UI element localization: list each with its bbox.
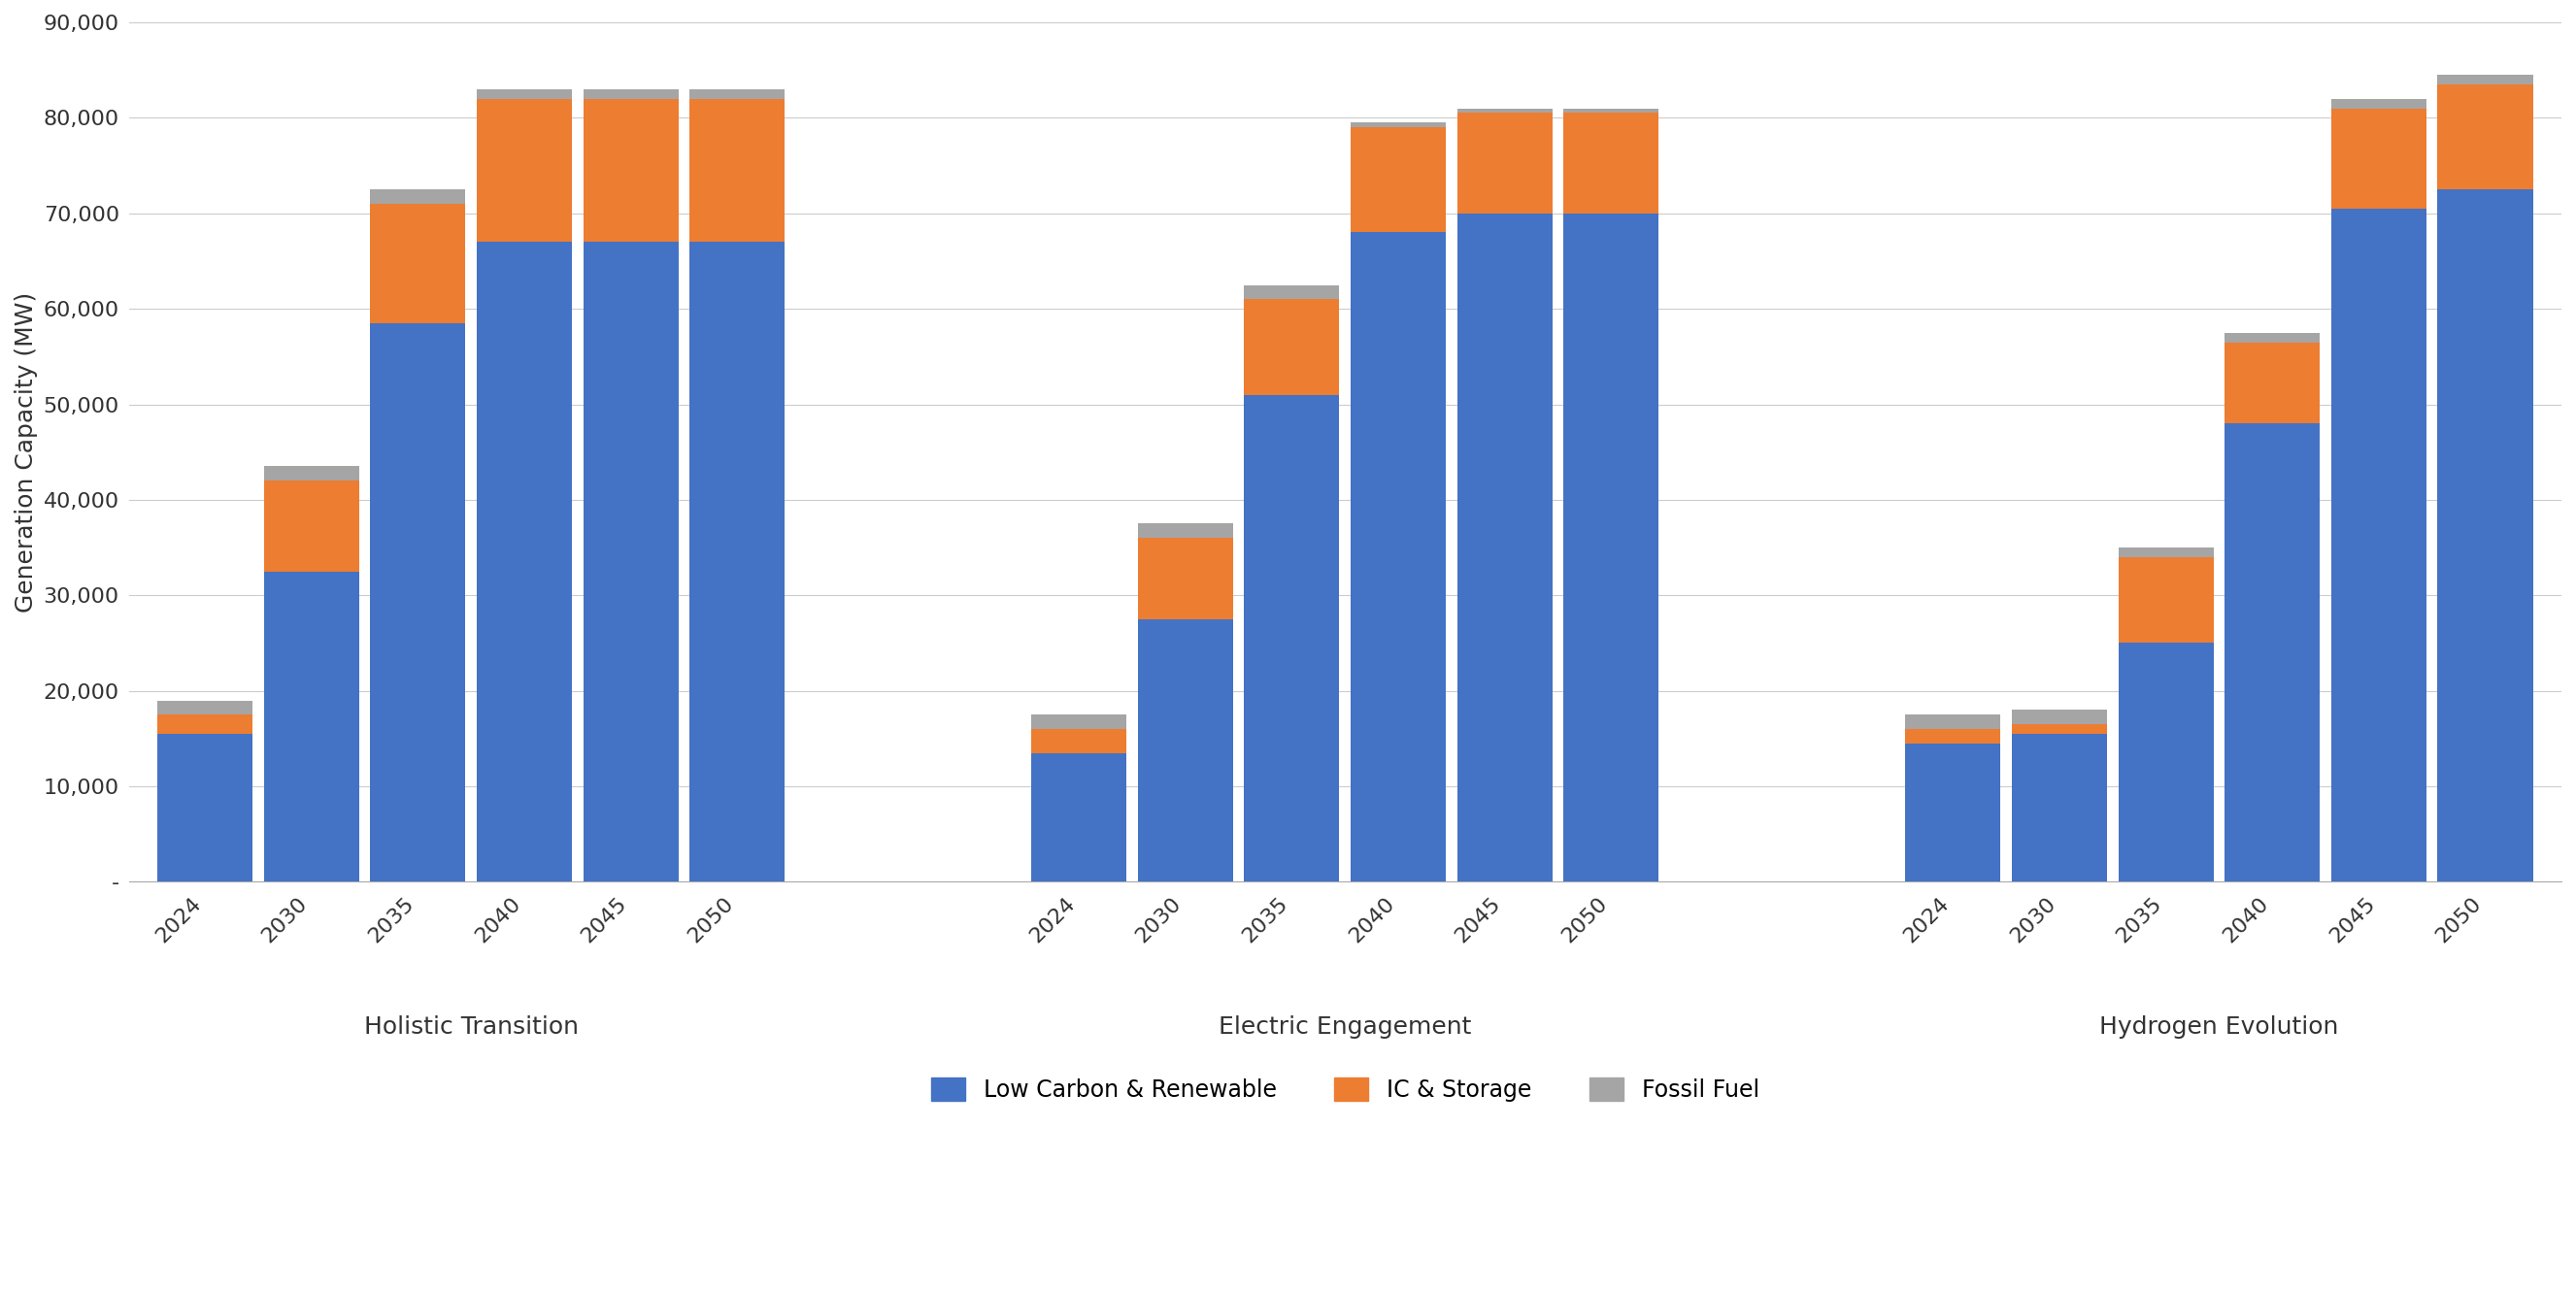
Bar: [1139, 538, 1234, 619]
Text: Holistic Transition: Holistic Transition: [363, 1015, 577, 1038]
Bar: [157, 715, 252, 734]
Bar: [157, 701, 252, 715]
Bar: [1458, 109, 1553, 112]
Bar: [1458, 112, 1553, 213]
Bar: [2012, 734, 2107, 882]
Bar: [157, 734, 252, 882]
Bar: [263, 572, 358, 882]
Bar: [263, 467, 358, 481]
Bar: [1564, 109, 1659, 112]
Bar: [1906, 715, 2002, 729]
Bar: [2437, 84, 2532, 190]
Bar: [2226, 423, 2321, 882]
Bar: [2117, 643, 2213, 882]
Bar: [1244, 394, 1340, 882]
Bar: [1906, 743, 2002, 882]
Bar: [690, 98, 786, 242]
Bar: [1139, 524, 1234, 538]
Bar: [582, 98, 677, 242]
Bar: [582, 242, 677, 882]
Bar: [690, 89, 786, 98]
Bar: [1458, 213, 1553, 882]
Y-axis label: Generation Capacity (MW): Generation Capacity (MW): [15, 292, 39, 613]
Bar: [690, 242, 786, 882]
Bar: [1564, 213, 1659, 882]
Bar: [1350, 123, 1445, 128]
Bar: [263, 481, 358, 572]
Bar: [2117, 557, 2213, 643]
Bar: [2331, 98, 2427, 109]
Bar: [1350, 128, 1445, 233]
Bar: [582, 89, 677, 98]
Bar: [2226, 332, 2321, 343]
Bar: [371, 204, 466, 323]
Bar: [371, 190, 466, 204]
Bar: [477, 242, 572, 882]
Bar: [2012, 710, 2107, 724]
Bar: [371, 323, 466, 882]
Bar: [2331, 109, 2427, 208]
Bar: [1906, 729, 2002, 743]
Bar: [1030, 729, 1126, 753]
Text: Hydrogen Evolution: Hydrogen Evolution: [2099, 1015, 2339, 1038]
Bar: [1030, 753, 1126, 882]
Bar: [1139, 619, 1234, 882]
Text: Electric Engagement: Electric Engagement: [1218, 1015, 1471, 1038]
Bar: [1030, 715, 1126, 729]
Bar: [2331, 208, 2427, 882]
Bar: [1564, 112, 1659, 213]
Bar: [1350, 233, 1445, 882]
Bar: [2437, 75, 2532, 84]
Legend: Low Carbon & Renewable, IC & Storage, Fossil Fuel: Low Carbon & Renewable, IC & Storage, Fo…: [922, 1068, 1770, 1111]
Bar: [2012, 724, 2107, 734]
Bar: [2117, 547, 2213, 557]
Bar: [477, 98, 572, 242]
Bar: [1244, 299, 1340, 394]
Bar: [2437, 190, 2532, 882]
Bar: [1244, 284, 1340, 299]
Bar: [2226, 343, 2321, 423]
Bar: [477, 89, 572, 98]
